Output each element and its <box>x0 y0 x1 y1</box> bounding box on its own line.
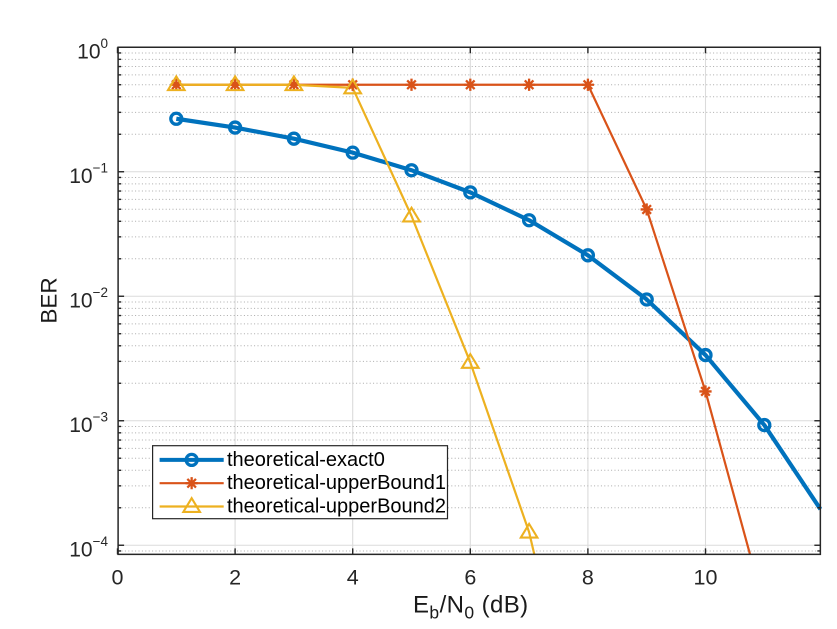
svg-text:−3: −3 <box>93 409 108 424</box>
svg-text:10: 10 <box>69 289 92 312</box>
svg-text:6: 6 <box>464 565 476 589</box>
svg-text:8: 8 <box>582 565 594 589</box>
svg-text:0: 0 <box>100 36 108 51</box>
svg-text:10: 10 <box>69 414 92 437</box>
svg-text:−2: −2 <box>93 285 108 300</box>
svg-text:10: 10 <box>69 538 92 561</box>
svg-text:theoretical-upperBound1: theoretical-upperBound1 <box>227 472 446 494</box>
svg-text:10: 10 <box>694 565 718 589</box>
svg-text:0: 0 <box>112 565 124 589</box>
svg-text:2: 2 <box>229 565 241 589</box>
svg-text:10: 10 <box>69 165 92 188</box>
svg-text:theoretical-upperBound2: theoretical-upperBound2 <box>227 495 446 517</box>
svg-text:Eb/N0 (dB): Eb/N0 (dB) <box>413 591 529 622</box>
svg-text:BER: BER <box>37 277 62 323</box>
svg-text:−4: −4 <box>93 534 109 549</box>
svg-text:10: 10 <box>77 40 100 63</box>
svg-text:−1: −1 <box>93 160 108 175</box>
svg-text:theoretical-exact0: theoretical-exact0 <box>227 449 385 471</box>
svg-text:4: 4 <box>347 565 359 589</box>
